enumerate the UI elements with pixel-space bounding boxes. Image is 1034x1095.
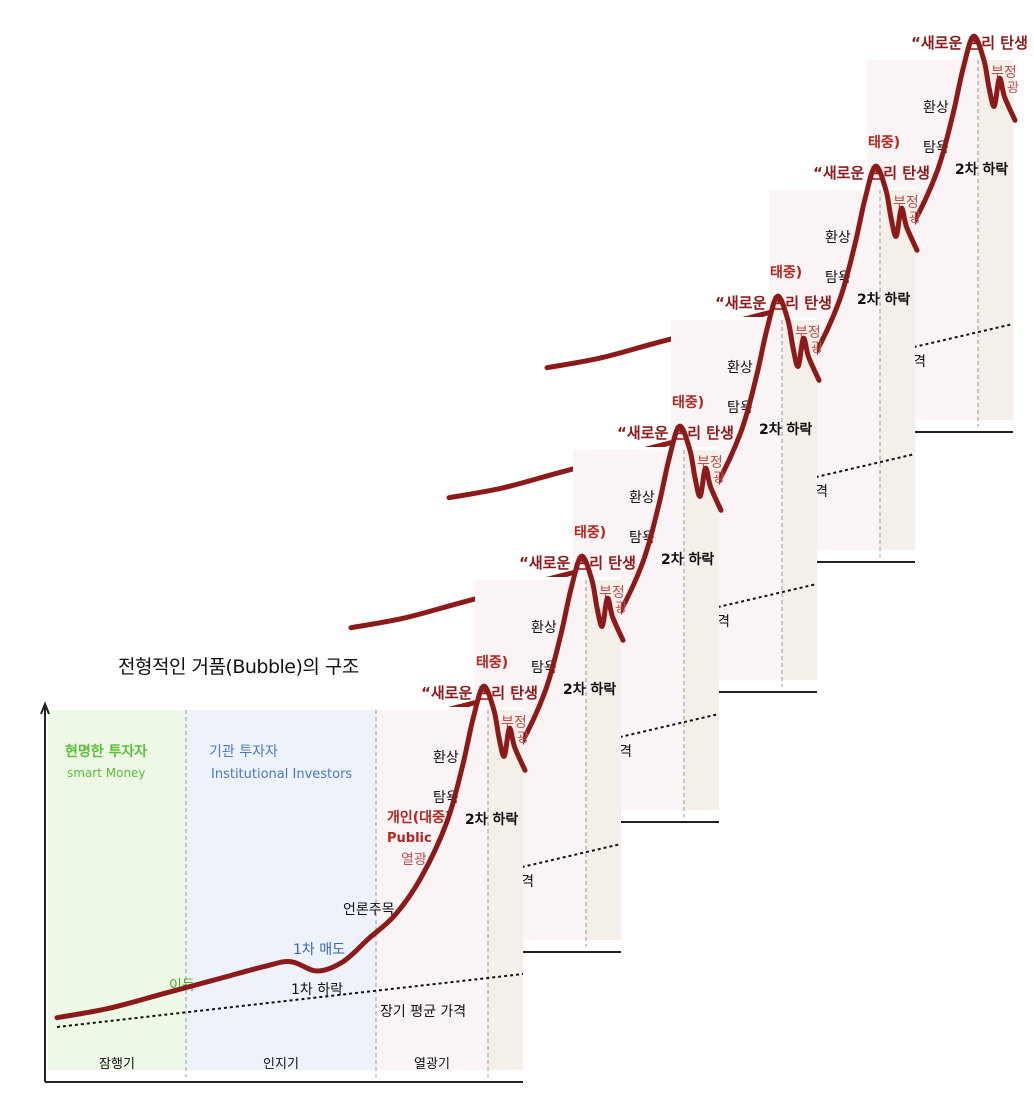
- main-panel: 잠행기 인지기 열광기 현명한 투자자 smart Money 기관 투자자 Institu…: [40, 683, 538, 1083]
- investor-smart-en: smart Money: [67, 766, 146, 780]
- label-denial: 부정: [501, 715, 527, 731]
- investor-institutional-en: Institutional Investors: [211, 767, 352, 782]
- label-first-sell: 1차 매도: [293, 942, 345, 958]
- label-denial-end: 광: [713, 471, 725, 486]
- phase-label-stealth: 잠행기: [99, 1056, 135, 1072]
- investor-public: 개인(대중): [387, 809, 451, 826]
- price-curve: [54, 683, 528, 1021]
- label-second-drop: 2차 하락: [661, 551, 714, 568]
- label-second-drop: 2차 하락: [465, 811, 518, 828]
- phase-band-blowoff: [488, 710, 523, 1070]
- label-media: 언론주목: [343, 902, 395, 918]
- repeat-strip-blowoff: [684, 450, 719, 810]
- label-public-short: 태중): [770, 265, 802, 281]
- label-denial-end: 광: [811, 341, 823, 356]
- phase-band-stealth: [48, 710, 186, 1070]
- chart-title: 전형적인 거품(Bubble)의 구조: [118, 656, 359, 678]
- label-denial: 부정: [599, 585, 625, 601]
- label-long-avg: 장기 평균 가격: [380, 1004, 466, 1020]
- label-public-short: 태중): [868, 135, 900, 151]
- label-denial-end: 광: [909, 211, 921, 226]
- label-denial-end: 광: [615, 601, 627, 616]
- label-second-drop: 2차 하락: [857, 291, 910, 308]
- investor-institutional: 기관 투자자: [209, 744, 278, 760]
- label-second-drop: 2차 하락: [563, 681, 616, 698]
- investor-public-en: Public: [387, 831, 432, 846]
- investor-smart: 현명한 투자자: [65, 743, 147, 760]
- label-delusion: 환상: [629, 490, 655, 506]
- long-avg-line: [56, 973, 524, 1028]
- label-denial-end: 광: [517, 731, 529, 746]
- phase-band-awareness: [186, 710, 376, 1070]
- label-public-short: 태중): [672, 395, 704, 411]
- label-denial: 부정: [991, 65, 1017, 81]
- label-delusion: 환상: [923, 100, 949, 116]
- y-axis-arrow: [40, 701, 50, 715]
- label-delusion: 환상: [727, 360, 753, 376]
- repeat-strip-blowoff: [880, 190, 915, 550]
- repeat-strip-blowoff: [978, 60, 1013, 420]
- phase-label-awareness: 인지기: [263, 1057, 299, 1072]
- label-public-short: 태중): [476, 655, 508, 671]
- label-delusion: 환상: [825, 230, 851, 246]
- label-first-drop: 1차 하락: [291, 982, 343, 998]
- label-second-drop: 2차 하락: [759, 421, 812, 438]
- repeat-strip-blowoff: [586, 580, 621, 940]
- phase-band-mania: [376, 710, 488, 1070]
- label-enthusiasm: 열광: [401, 852, 427, 868]
- label-delusion: 환상: [531, 620, 557, 636]
- label-second-drop: 2차 하락: [955, 161, 1008, 178]
- label-denial-end: 광: [1007, 81, 1019, 96]
- repeat-strip-blowoff: [782, 320, 817, 680]
- label-denial: 부정: [697, 455, 723, 471]
- label-delusion: 환상: [433, 750, 459, 766]
- label-public-short: 태중): [574, 525, 606, 541]
- label-denial: 부정: [795, 325, 821, 341]
- label-denial: 부정: [893, 195, 919, 211]
- phase-label-mania: 열광기: [414, 1057, 450, 1072]
